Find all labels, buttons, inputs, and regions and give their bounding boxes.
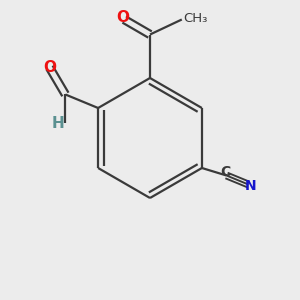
Text: C: C: [220, 166, 230, 179]
Text: H: H: [52, 116, 64, 130]
Text: O: O: [43, 60, 56, 75]
Text: N: N: [245, 179, 256, 193]
Text: CH₃: CH₃: [183, 11, 208, 25]
Text: O: O: [116, 11, 129, 26]
